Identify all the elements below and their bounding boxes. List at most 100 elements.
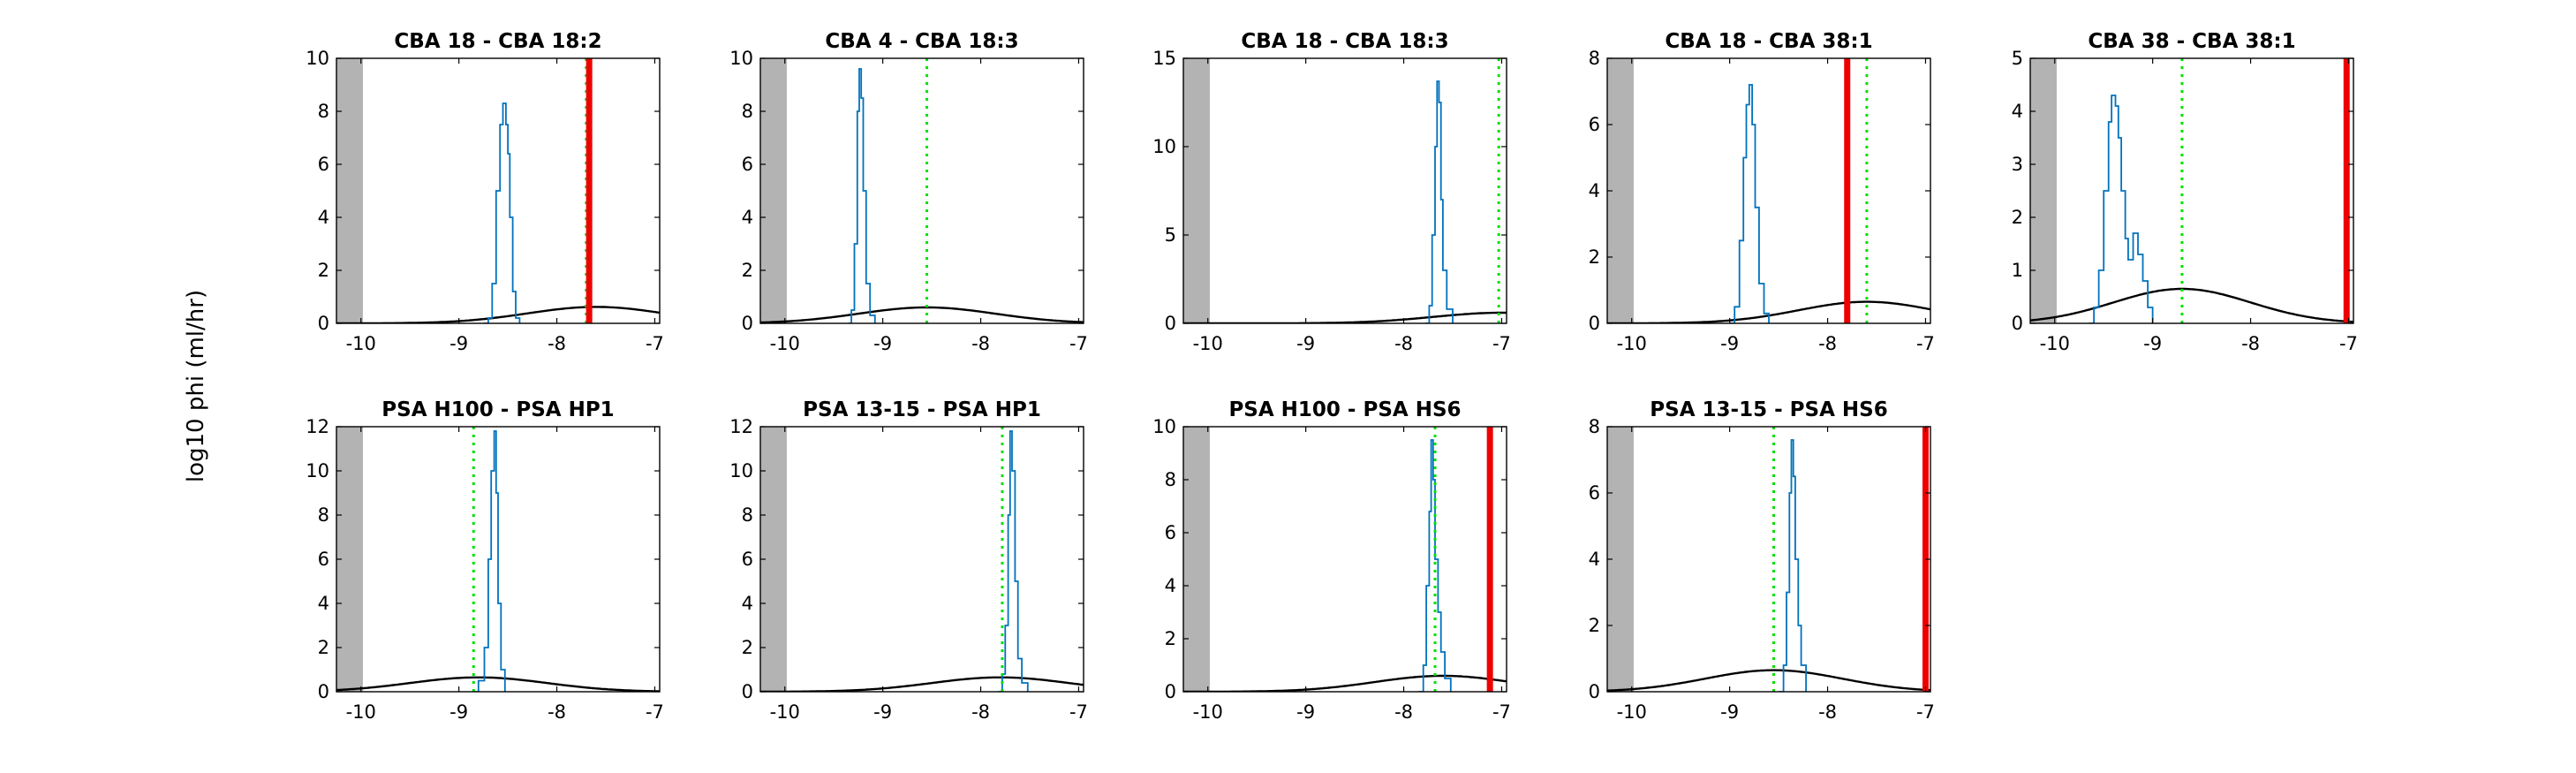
y-tick-label: 4: [1589, 549, 1600, 570]
gaussian-curve: [336, 306, 660, 323]
y-tick-label: 5: [2012, 48, 2023, 69]
y-tick-label: 8: [318, 504, 329, 526]
y-tick-label: 3: [2012, 154, 2023, 175]
axes-frame: [336, 57, 661, 324]
x-tick-label: -8: [1818, 701, 1837, 723]
y-tick-label: 4: [742, 207, 753, 228]
y-tick-label: 4: [318, 593, 329, 614]
y-tick-label: 0: [1589, 681, 1600, 702]
y-tick-label: 0: [1165, 313, 1176, 334]
gaussian-curve: [760, 676, 1084, 692]
axes-frame: [759, 426, 1084, 693]
subplot-9: -10 -9 -8 -7 0 2 4 6 8 PSA 13-15 - PSA HS6: [1589, 398, 1935, 723]
plot-area: [2030, 58, 2353, 323]
x-tick-label: -7: [1916, 701, 1935, 723]
y-tick-label: 6: [1165, 522, 1176, 543]
gaussian-curve: [1607, 669, 1930, 692]
y-tick-label: 0: [1589, 313, 1600, 334]
shaded-region: [1183, 427, 1210, 692]
x-tick-label: -10: [1617, 333, 1647, 354]
plot-area: [760, 58, 1084, 323]
shaded-region: [760, 58, 787, 323]
subplot-title: CBA 38 - CBA 38:1: [2088, 30, 2295, 53]
y-tick-label: 2: [318, 260, 329, 281]
x-tick-label: -10: [1617, 701, 1647, 723]
subplot-title: CBA 18 - CBA 18:3: [1241, 30, 1448, 53]
x-tick-label: -9: [1296, 333, 1315, 354]
axes-frame: [1606, 57, 1931, 324]
histogram-series: [2089, 95, 2154, 323]
histogram-series: [1779, 439, 1807, 692]
y-tick-label: 12: [729, 416, 753, 437]
plot-area: [336, 427, 660, 692]
x-tick-label: -8: [1394, 333, 1413, 354]
y-tick-label: 2: [1589, 615, 1600, 636]
y-tick-label: 15: [1152, 48, 1176, 69]
y-tick-label: 4: [2012, 101, 2023, 122]
y-tick-label: 6: [742, 549, 753, 570]
x-tick-label: -7: [2339, 333, 2358, 354]
y-tick-label: 8: [742, 504, 753, 526]
axes-frame: [1182, 57, 1507, 324]
axes-frame: [1606, 426, 1931, 693]
y-tick-label: 2: [2012, 207, 2023, 228]
histogram-series: [1418, 439, 1452, 692]
x-tick-label: -7: [646, 333, 664, 354]
x-tick-label: -7: [1069, 333, 1088, 354]
y-tick-label: 2: [1165, 628, 1176, 649]
subplot-1: -10 -9 -8 -7 0 2 4 6 8 10 CBA 18 - CBA 18:2: [306, 30, 664, 354]
x-tick-label: -9: [1720, 701, 1739, 723]
subplot-title: PSA H100 - PSA HS6: [1228, 398, 1461, 421]
histogram-series: [473, 430, 506, 692]
y-tick-label: 5: [1165, 224, 1176, 246]
subplot-2: -10 -9 -8 -7 0 2 4 6 8 10 CBA 4 - CBA 18:3: [729, 30, 1088, 354]
subplot-title: PSA 13-15 - PSA HS6: [1650, 398, 1887, 421]
x-tick-label: -8: [548, 333, 566, 354]
subplot-6: -10 -9 -8 -7 0 2 4 6 8 10 12 PSA H100 - PSA HP1: [306, 398, 664, 723]
plot-area: [760, 427, 1084, 692]
axes-frame: [759, 57, 1084, 324]
y-tick-label: 6: [1589, 114, 1600, 135]
plot-area: [1183, 58, 1507, 323]
y-tick-label: 2: [318, 637, 329, 658]
y-tick-label: 0: [742, 313, 753, 334]
y-tick-label: 10: [306, 48, 329, 69]
x-tick-label: -9: [873, 701, 892, 723]
subplot-title: CBA 18 - CBA 18:2: [394, 30, 601, 53]
y-tick-label: 8: [742, 101, 753, 122]
y-tick-label: 4: [1165, 575, 1176, 596]
subplot-title: PSA H100 - PSA HP1: [381, 398, 614, 421]
y-tick-label: 8: [1165, 469, 1176, 490]
x-tick-label: -10: [770, 701, 800, 723]
x-tick-label: -10: [346, 701, 376, 723]
y-tick-label: 4: [318, 207, 329, 228]
x-tick-label: -9: [1296, 701, 1315, 723]
x-tick-label: -10: [346, 333, 376, 354]
y-tick-label: 4: [742, 593, 753, 614]
x-tick-label: -9: [449, 333, 468, 354]
y-tick-label: 2: [1589, 246, 1600, 268]
gaussian-curve: [1183, 311, 1507, 323]
x-tick-label: -7: [646, 701, 664, 723]
x-tick-label: -8: [1818, 333, 1837, 354]
subplot-4: -10 -9 -8 -7 0 2 4 6 8 CBA 18 - CBA 38:1: [1589, 30, 1935, 354]
x-tick-label: -9: [2143, 333, 2162, 354]
histogram-series: [1729, 84, 1770, 323]
x-tick-label: -8: [971, 701, 990, 723]
x-tick-label: -10: [2040, 333, 2070, 354]
y-tick-label: 0: [742, 681, 753, 702]
x-tick-label: -8: [2241, 333, 2260, 354]
axes-frame: [2029, 57, 2354, 324]
gaussian-curve: [1183, 674, 1507, 692]
y-tick-label: 0: [1165, 681, 1176, 702]
subplot-8: -10 -9 -8 -7 0 2 4 6 8 10 PSA H100 - PSA HS6: [1152, 398, 1511, 723]
subplot-title: CBA 4 - CBA 18:3: [825, 30, 1018, 53]
y-tick-label: 0: [318, 681, 329, 702]
y-tick-label: 6: [1589, 482, 1600, 504]
x-tick-label: -8: [548, 701, 566, 723]
histogram-series: [483, 102, 521, 323]
x-tick-label: -9: [873, 333, 892, 354]
subplot-7: -10 -9 -8 -7 0 2 4 6 8 10 12 PSA 13-15 - PSA HP1: [729, 398, 1088, 723]
y-tick-label: 10: [306, 460, 329, 481]
